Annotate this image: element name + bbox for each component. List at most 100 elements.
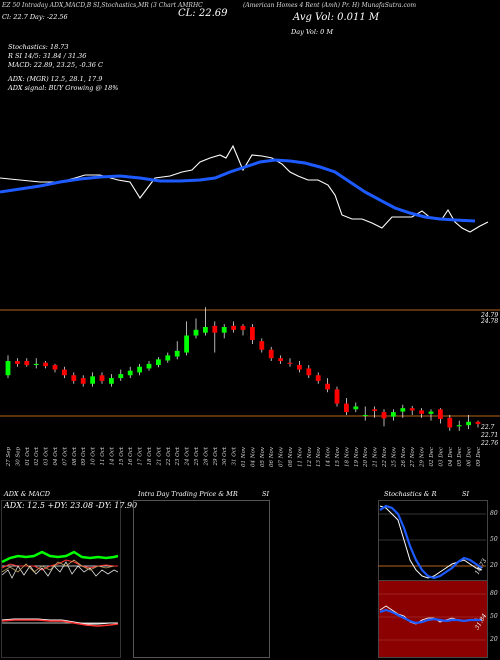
- candle-body: [268, 349, 274, 359]
- price-chart: 27 Sep 30 Sep 01 Oct 02 Oct 03 Oct 04 Oct 07 O…: [0, 144, 500, 468]
- date-axis: 27 Sep 30 Sep 01 Oct 02 Oct 03 Oct 04 Oct 07 O…: [6, 446, 482, 468]
- candle-body: [156, 359, 161, 366]
- candle-body: [203, 327, 208, 333]
- date-label: 14 Oct: [109, 446, 115, 465]
- candle-body: [475, 421, 481, 425]
- candle-body: [90, 376, 95, 384]
- candle-body: [221, 327, 227, 333]
- adx-value: ADX: (MGR) 12.5, 28.1, 17.9: [8, 75, 103, 83]
- date-label: 14 Nov: [326, 446, 332, 467]
- price-label-bottom-2: 22.71: [481, 432, 499, 439]
- date-label: 25 Oct: [194, 446, 200, 466]
- stoch-si-label: SI: [462, 490, 470, 498]
- candle-body: [391, 412, 396, 417]
- rsi-axis-50: 50: [490, 613, 498, 620]
- date-label: 07 Nov: [279, 446, 285, 467]
- date-label: 08 Nov: [288, 446, 294, 467]
- date-label: 04 Oct: [53, 446, 59, 465]
- date-label: 18 Oct: [147, 446, 153, 465]
- intraday-si-label: SI: [262, 490, 270, 498]
- candle-body: [466, 421, 471, 426]
- stochastics-panel: [378, 500, 488, 582]
- candle-body: [231, 325, 236, 330]
- candle-body: [315, 375, 321, 381]
- date-label: 15 Nov: [335, 446, 341, 467]
- candle-body: [438, 409, 443, 419]
- date-label: 03 Dec: [438, 447, 444, 467]
- date-label: 07 Oct: [62, 446, 68, 465]
- date-label: 05 Nov: [260, 446, 266, 467]
- candle-body: [372, 409, 377, 411]
- adx-macd-panel: [1, 500, 121, 658]
- candle-body: [287, 362, 293, 364]
- candle-body: [109, 378, 114, 384]
- rsi-axis-20: 20: [490, 636, 498, 643]
- candle-body: [259, 341, 265, 350]
- header-line-1: EZ 50 Intraday ADX,MACD,B SI,Stochastics…: [2, 2, 203, 9]
- date-label: 11 Nov: [297, 446, 303, 467]
- date-label: 16 Oct: [128, 446, 134, 465]
- stoch-axis-80: 80: [490, 510, 498, 517]
- date-label: 21 Nov: [373, 446, 379, 468]
- candle-body: [15, 361, 20, 364]
- intraday-title: Intra Day Trading Price & MR: [138, 490, 238, 498]
- macd-value: MACD: 22.89, 23.25, -0.36 C: [8, 61, 103, 69]
- date-label: 20 Nov: [363, 446, 369, 468]
- candle-body: [184, 335, 189, 353]
- date-label: 08 Oct: [72, 446, 78, 465]
- candle-body: [127, 370, 133, 376]
- date-label: 24 Oct: [185, 446, 191, 466]
- candle-body: [409, 408, 415, 411]
- candle-body: [297, 365, 302, 370]
- date-label: 02 Dec: [429, 447, 435, 467]
- date-label: 04 Nov: [250, 446, 256, 467]
- price-label-bottom-1: 22.7: [481, 424, 495, 431]
- date-label: 04 Dec: [448, 447, 454, 467]
- rsi-panel: [378, 580, 488, 658]
- date-label: 10 Oct: [91, 446, 97, 465]
- date-label: 27 Sep: [6, 447, 12, 468]
- candle-body: [456, 425, 462, 427]
- date-label: 06 Nov: [269, 446, 275, 467]
- date-label: 29 Nov: [420, 446, 426, 468]
- candle-body: [99, 375, 105, 381]
- candle-body: [250, 327, 255, 341]
- candle-body: [306, 368, 312, 376]
- date-label: 21 Oct: [156, 446, 162, 466]
- moving-average-line: [0, 158, 476, 223]
- candle-body: [43, 362, 48, 367]
- candle-body: [381, 412, 387, 419]
- candle-body: [71, 375, 77, 381]
- candle-body: [165, 355, 171, 361]
- candle-body: [193, 329, 199, 336]
- date-label: 06 Dec: [467, 447, 473, 467]
- candle-body: [174, 350, 180, 357]
- rsi-axis-80: 80: [490, 590, 498, 597]
- price-label-bottom-3: 22.76: [481, 440, 499, 447]
- price-label-top-1: 24.79: [481, 312, 499, 319]
- candle-body: [428, 411, 434, 414]
- date-label: 27 Nov: [410, 446, 416, 468]
- date-label: 17 Oct: [138, 446, 144, 465]
- candle-body: [118, 374, 124, 379]
- candle-body: [24, 361, 30, 366]
- adx-values: ADX: 12.5 +DY: 23.08 -DY: 17.90: [4, 501, 138, 510]
- date-label: 25 Nov: [391, 446, 397, 468]
- candles-group: [5, 307, 481, 431]
- intraday-panel: [133, 500, 270, 658]
- candle-body: [400, 408, 406, 412]
- candle-body: [353, 406, 359, 410]
- candle-body: [278, 358, 283, 362]
- candle-body: [5, 361, 11, 376]
- date-label: 29 Oct: [213, 446, 219, 466]
- candle-body: [146, 363, 152, 369]
- date-label: 05 Dec: [457, 447, 463, 467]
- stochastics-value: Stochastics: 18.73: [8, 43, 69, 51]
- close-day-change: Cl: 22.7 Day: -22.56: [2, 13, 68, 21]
- candle-body: [362, 414, 368, 416]
- date-label: 03 Oct: [44, 446, 50, 465]
- date-label: 09 Oct: [81, 446, 87, 465]
- date-label: 30 Sep: [15, 447, 21, 467]
- date-label: 01 Nov: [241, 446, 247, 467]
- candle-body: [334, 389, 340, 404]
